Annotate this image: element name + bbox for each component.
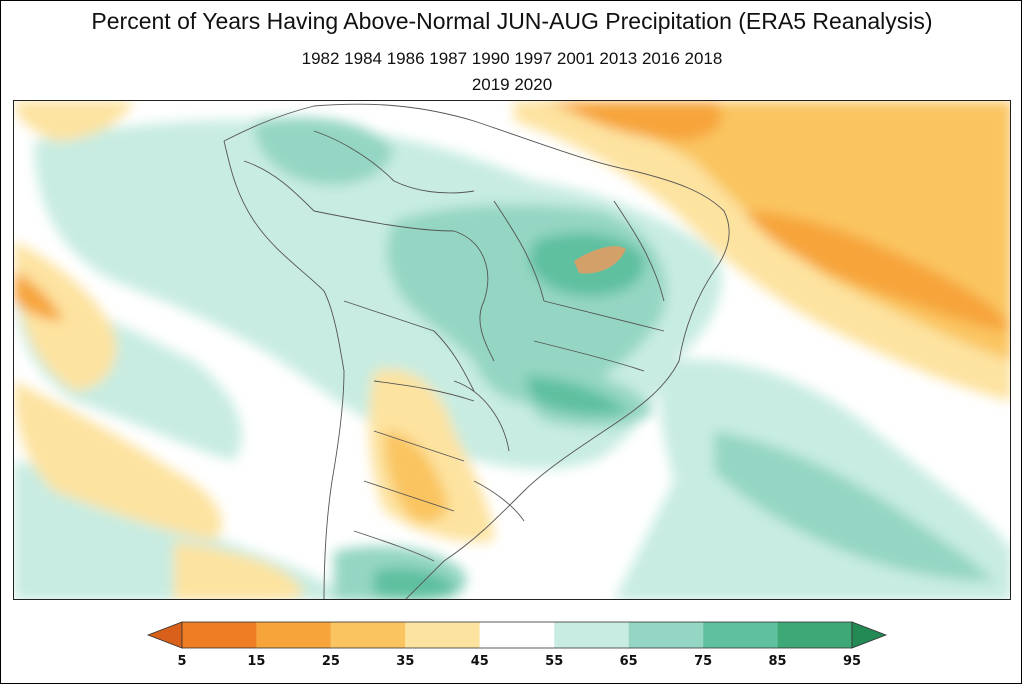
precipitation-map xyxy=(13,100,1011,600)
region-orange-northwest-edge xyxy=(14,101,134,141)
colorbar-bin xyxy=(554,622,629,648)
colorbar-tick-label: 55 xyxy=(545,654,564,669)
region-orange-southwest xyxy=(14,381,222,541)
border-brazil-states-3 xyxy=(613,200,665,302)
colorbar-tick-label: 95 xyxy=(842,654,862,669)
borders-layer xyxy=(223,103,730,599)
border-argentina-provinces xyxy=(353,430,465,562)
colorbar-tick-label: 25 xyxy=(321,654,340,669)
region-mid-green-atlantic xyxy=(714,431,994,581)
region-orange-west xyxy=(14,241,117,391)
border-uruguay xyxy=(473,480,525,522)
coastline-west xyxy=(223,140,345,599)
colorbar-tick-label: 45 xyxy=(470,654,489,669)
border-brazil-west xyxy=(313,210,495,362)
colorbar-tick-label: 35 xyxy=(396,654,415,669)
colorbar-tick-label: 75 xyxy=(694,654,713,669)
region-dark-green-south xyxy=(374,568,459,599)
colorbar-bins xyxy=(146,621,888,649)
colorbar-bin xyxy=(405,622,480,648)
coastline-south-america xyxy=(223,103,730,599)
map-svg xyxy=(14,101,1010,599)
border-brazil-states-4 xyxy=(533,340,645,372)
figure-title: Percent of Years Having Above-Normal JUN… xyxy=(91,8,933,34)
border-peru-bolivia xyxy=(343,300,475,392)
colorbar-bin xyxy=(628,622,704,648)
region-orange-west-edge xyxy=(14,271,64,321)
border-argentina-north xyxy=(373,380,475,402)
colorbar-tick-label: 15 xyxy=(247,654,266,669)
colorbar-bin xyxy=(777,622,852,648)
colorbar-extend-high xyxy=(851,621,888,649)
border-brazil-states-2 xyxy=(543,300,665,332)
years-line-1: 1982 1984 1986 1987 1990 1997 2001 2013 … xyxy=(301,49,723,68)
colorbar-bin xyxy=(703,622,778,648)
colorbar-tick-label: 65 xyxy=(619,654,638,669)
colorbar-bin xyxy=(256,622,331,648)
years-list: 1982 1984 1986 1987 1990 1997 2001 2013 … xyxy=(0,46,1024,98)
region-dark-orange-argentina xyxy=(384,431,448,522)
border-paraguay xyxy=(453,380,510,452)
region-dark-orange-east xyxy=(744,211,1010,331)
colorbar: 5 15 25 35 45 55 65 75 85 95 xyxy=(146,620,888,678)
region-orange-southwest-edge xyxy=(174,541,304,599)
colorbar-extend-low xyxy=(146,621,183,649)
border-brazil-states-1 xyxy=(493,200,545,302)
region-dark-green-southeast xyxy=(524,376,629,416)
border-colombia xyxy=(243,160,315,212)
region-dark-orange-northeast xyxy=(554,101,722,141)
colorbar-svg xyxy=(146,621,888,649)
border-venezuela xyxy=(313,130,475,194)
region-mid-green-northwest xyxy=(254,117,394,185)
colorbar-bin xyxy=(479,622,555,648)
years-line-2: 2019 2020 xyxy=(471,75,553,94)
colorbar-bin xyxy=(330,622,406,648)
colorbar-bin xyxy=(182,622,257,648)
colorbar-tick-label: 5 xyxy=(177,654,187,669)
colorbar-tick-label: 85 xyxy=(768,654,787,669)
region-brown-patch xyxy=(574,246,626,274)
